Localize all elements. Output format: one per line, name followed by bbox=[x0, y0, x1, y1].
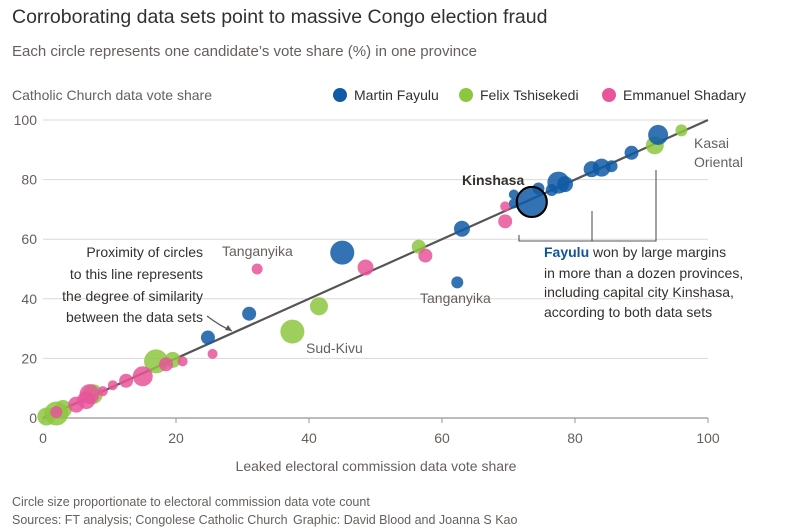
point-martin-fayulu bbox=[242, 306, 257, 321]
point-martin-fayulu bbox=[330, 240, 355, 265]
proximity-line-1: Proximity of circles bbox=[86, 244, 203, 260]
y-tick-label: 0 bbox=[29, 410, 37, 426]
proximity-line-4: between the data sets bbox=[66, 309, 203, 325]
point-martin-fayulu bbox=[200, 330, 215, 345]
x-tick-label: 20 bbox=[168, 430, 184, 446]
point-martin-fayulu bbox=[583, 161, 600, 178]
x-tick-label: 0 bbox=[39, 430, 47, 446]
x-axis-label: Leaked electoral commission data vote sh… bbox=[236, 458, 517, 474]
y-tick-label: 100 bbox=[14, 112, 38, 128]
chart-subtitle: Each circle represents one candidate’s v… bbox=[12, 43, 477, 60]
point-martin-fayulu bbox=[545, 184, 558, 197]
point-emmanuel-shadary bbox=[50, 406, 63, 419]
point-emmanuel-shadary bbox=[107, 380, 118, 391]
legend: Martin Fayulu Felix Tshisekedi Emmanuel … bbox=[333, 87, 746, 103]
point-martin-fayulu bbox=[508, 189, 519, 200]
y-tick-label: 20 bbox=[21, 350, 37, 366]
label-sud-kivu: Sud-Kivu bbox=[306, 340, 363, 356]
point-emmanuel-shadary bbox=[418, 248, 433, 263]
label-tanganyika-mid: Tanganyika bbox=[420, 290, 491, 306]
point-martin-fayulu bbox=[517, 187, 546, 216]
y-axis-label: Catholic Church data vote share bbox=[12, 87, 212, 103]
proximity-line-3: the degree of similarity bbox=[62, 288, 203, 304]
fayulu-line-3: including capital city Kinshasa, bbox=[544, 284, 734, 300]
footer-sources: Sources: FT analysis; Congolese Catholic… bbox=[12, 513, 288, 527]
footer-graphic: Graphic: David Blood and Joanna S Kao bbox=[293, 513, 517, 527]
annotation-proximity: Proximity of circles to this line repres… bbox=[62, 244, 233, 332]
y-tick-label: 40 bbox=[21, 291, 37, 307]
point-martin-fayulu bbox=[605, 160, 618, 173]
legend-label-fayulu: Martin Fayulu bbox=[354, 87, 439, 103]
point-emmanuel-shadary bbox=[132, 366, 153, 387]
fayulu-line-1: Fayulu won by large margins bbox=[544, 244, 726, 260]
x-tick-label: 60 bbox=[434, 430, 450, 446]
annotation-fayulu: Fayulu won by large margins in more than… bbox=[518, 170, 743, 320]
legend-label-shadary: Emmanuel Shadary bbox=[623, 87, 746, 103]
x-tick-label: 100 bbox=[696, 430, 720, 446]
chart-title: Corroborating data sets point to massive… bbox=[12, 6, 547, 28]
kinshasa-highlight-ring bbox=[515, 185, 548, 219]
tick-labels: 0 20 40 60 80 100 0 20 40 60 80 100 bbox=[14, 112, 720, 446]
legend-swatch-shadary bbox=[602, 88, 616, 102]
point-emmanuel-shadary bbox=[357, 259, 374, 276]
x-tick-label: 40 bbox=[301, 430, 317, 446]
label-kinshasa: Kinshasa bbox=[462, 172, 524, 188]
point-emmanuel-shadary bbox=[207, 348, 218, 359]
point-emmanuel-shadary bbox=[68, 396, 85, 413]
point-emmanuel-shadary bbox=[500, 201, 511, 212]
point-martin-fayulu bbox=[453, 220, 470, 237]
point-emmanuel-shadary bbox=[97, 386, 108, 397]
y-tick-label: 80 bbox=[21, 172, 37, 188]
data-points bbox=[37, 124, 688, 426]
legend-label-tshisekedi: Felix Tshisekedi bbox=[480, 87, 579, 103]
fayulu-line-4: according to both data sets bbox=[544, 304, 712, 320]
x-tick-label: 80 bbox=[567, 430, 583, 446]
proximity-line-2: to this line represents bbox=[70, 266, 203, 282]
label-kasai-line-1: Kasai bbox=[694, 135, 729, 151]
point-martin-fayulu bbox=[648, 124, 669, 145]
y-tick-label: 60 bbox=[21, 231, 37, 247]
point-martin-fayulu bbox=[451, 276, 464, 289]
point-emmanuel-shadary bbox=[159, 357, 174, 372]
point-emmanuel-shadary bbox=[119, 373, 134, 388]
fayulu-bracket bbox=[518, 170, 657, 242]
point-martin-fayulu bbox=[624, 145, 639, 160]
point-emmanuel-shadary bbox=[498, 214, 513, 229]
footer-note: Circle size proportionate to electoral c… bbox=[12, 495, 370, 509]
point-felix-tshisekedi bbox=[675, 124, 688, 137]
label-tanganyika-top: Tanganyika bbox=[222, 243, 293, 259]
point-felix-tshisekedi bbox=[280, 319, 305, 344]
fayulu-line-2: in more than a dozen provinces, bbox=[544, 265, 743, 281]
point-felix-tshisekedi bbox=[309, 297, 328, 316]
legend-swatch-fayulu bbox=[333, 88, 347, 102]
point-emmanuel-shadary bbox=[177, 356, 188, 367]
proximity-arrowhead bbox=[225, 325, 232, 331]
point-emmanuel-shadary bbox=[251, 263, 263, 275]
label-kasai-line-2: Oriental bbox=[694, 154, 743, 170]
legend-swatch-tshisekedi bbox=[459, 88, 473, 102]
